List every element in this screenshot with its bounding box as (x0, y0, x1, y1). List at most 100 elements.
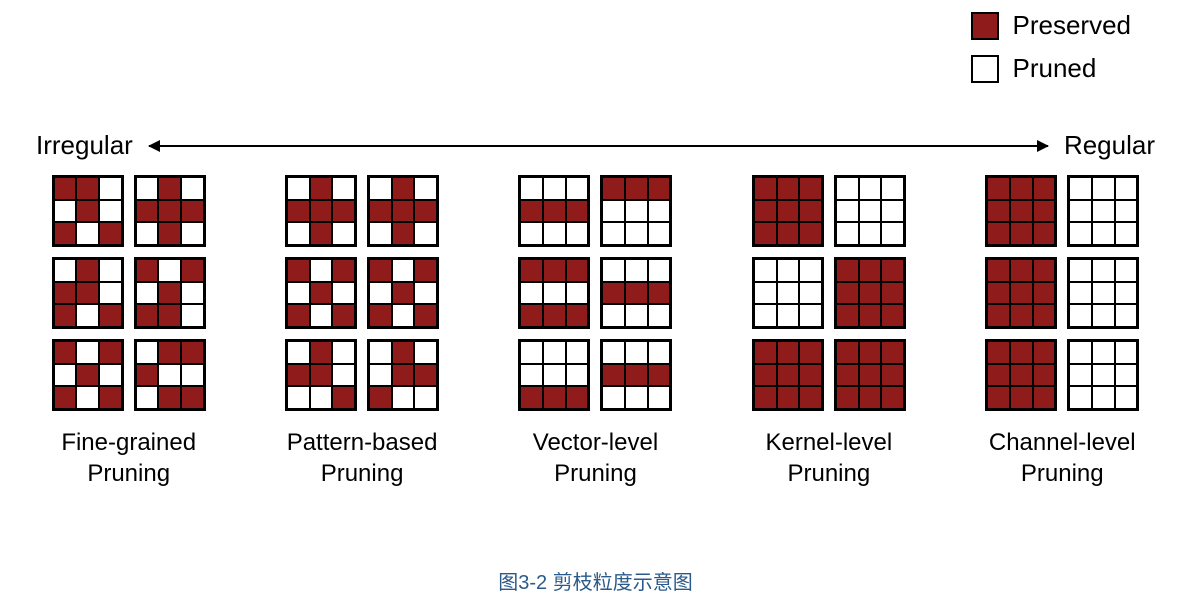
grid-cell (1033, 364, 1056, 387)
grid-cell (99, 341, 122, 364)
legend-row-pruned: Pruned (971, 53, 1132, 84)
grid-cell (392, 177, 415, 200)
grid-cell (520, 304, 543, 327)
grid-cell (287, 282, 310, 305)
grid-3x3 (1067, 257, 1139, 329)
grid-cell (987, 386, 1010, 409)
grid-cell (369, 200, 392, 223)
grid-3x3 (518, 339, 590, 411)
grid-cell (881, 177, 904, 200)
grid-cell (1069, 304, 1092, 327)
grid-cell (881, 364, 904, 387)
grid-cell (799, 341, 822, 364)
grid-cell (859, 386, 882, 409)
grid-cell (602, 177, 625, 200)
grid-cell (648, 177, 671, 200)
grid-cell (625, 341, 648, 364)
legend-label-pruned: Pruned (1013, 53, 1097, 84)
legend-swatch-preserved (971, 12, 999, 40)
grid-cell (566, 304, 589, 327)
grid-cell (369, 341, 392, 364)
grid-cell (543, 282, 566, 305)
grid-3x3 (134, 257, 206, 329)
grid-cell (859, 341, 882, 364)
grid-cell (543, 200, 566, 223)
grid-cell (1069, 200, 1092, 223)
grid-cell (1033, 386, 1056, 409)
grid-cell (754, 364, 777, 387)
grid-3x3 (52, 175, 124, 247)
grid-cell (158, 177, 181, 200)
grid-cell (648, 364, 671, 387)
pruning-column: Pattern-based Pruning (285, 175, 439, 489)
grid-cell (1069, 259, 1092, 282)
grid-cell (836, 222, 859, 245)
grid-cell (54, 259, 77, 282)
grid-cell (648, 304, 671, 327)
grid-cell (602, 304, 625, 327)
grid-cell (287, 200, 310, 223)
grid-cell (76, 341, 99, 364)
grid-cell (369, 177, 392, 200)
column-label: Kernel-level Pruning (765, 427, 892, 489)
grid-cell (310, 364, 333, 387)
spectrum-header: Irregular Regular (36, 130, 1155, 161)
grid-cell (987, 304, 1010, 327)
grid-cell (836, 364, 859, 387)
grid-cell (1010, 177, 1033, 200)
grid-cell (625, 222, 648, 245)
grid-cell (754, 259, 777, 282)
grid-pair (52, 339, 206, 411)
grid-cell (310, 222, 333, 245)
grid-cell (754, 341, 777, 364)
grid-pair (985, 175, 1139, 247)
grid-cell (1092, 304, 1115, 327)
grid-cell (414, 364, 437, 387)
grid-cell (602, 282, 625, 305)
spectrum-arrow (149, 145, 1048, 147)
grid-3x3 (285, 339, 357, 411)
grid-cell (310, 341, 333, 364)
grid-cell (987, 341, 1010, 364)
grid-cell (181, 282, 204, 305)
grid-cell (566, 386, 589, 409)
grid-cell (369, 386, 392, 409)
grid-cell (287, 222, 310, 245)
grid-3x3 (834, 339, 906, 411)
grid-cell (543, 222, 566, 245)
grid-cell (881, 341, 904, 364)
grid-cell (99, 304, 122, 327)
grid-cell (1115, 386, 1138, 409)
grid-cell (520, 341, 543, 364)
grid-cell (76, 304, 99, 327)
grid-cell (158, 341, 181, 364)
grid-cell (158, 304, 181, 327)
legend: Preserved Pruned (971, 10, 1132, 84)
grid-cell (76, 364, 99, 387)
grid-3x3 (1067, 339, 1139, 411)
grid-cell (1033, 177, 1056, 200)
grid-cell (777, 222, 800, 245)
grid-cell (181, 259, 204, 282)
grid-cell (648, 386, 671, 409)
grid-cell (625, 200, 648, 223)
grid-cell (625, 259, 648, 282)
grid-cell (602, 341, 625, 364)
grid-cell (76, 282, 99, 305)
grid-cell (836, 200, 859, 223)
grid-cell (99, 364, 122, 387)
grid-pair (285, 257, 439, 329)
grid-cell (777, 341, 800, 364)
grid-cell (310, 259, 333, 282)
grid-cell (287, 364, 310, 387)
grid-cell (566, 222, 589, 245)
grid-cell (754, 177, 777, 200)
grid-3x3 (134, 175, 206, 247)
grid-cell (414, 200, 437, 223)
grid-cell (136, 222, 159, 245)
grid-cell (777, 259, 800, 282)
grid-cell (1033, 222, 1056, 245)
grid-cell (332, 259, 355, 282)
grid-cell (1092, 177, 1115, 200)
grid-cell (754, 200, 777, 223)
